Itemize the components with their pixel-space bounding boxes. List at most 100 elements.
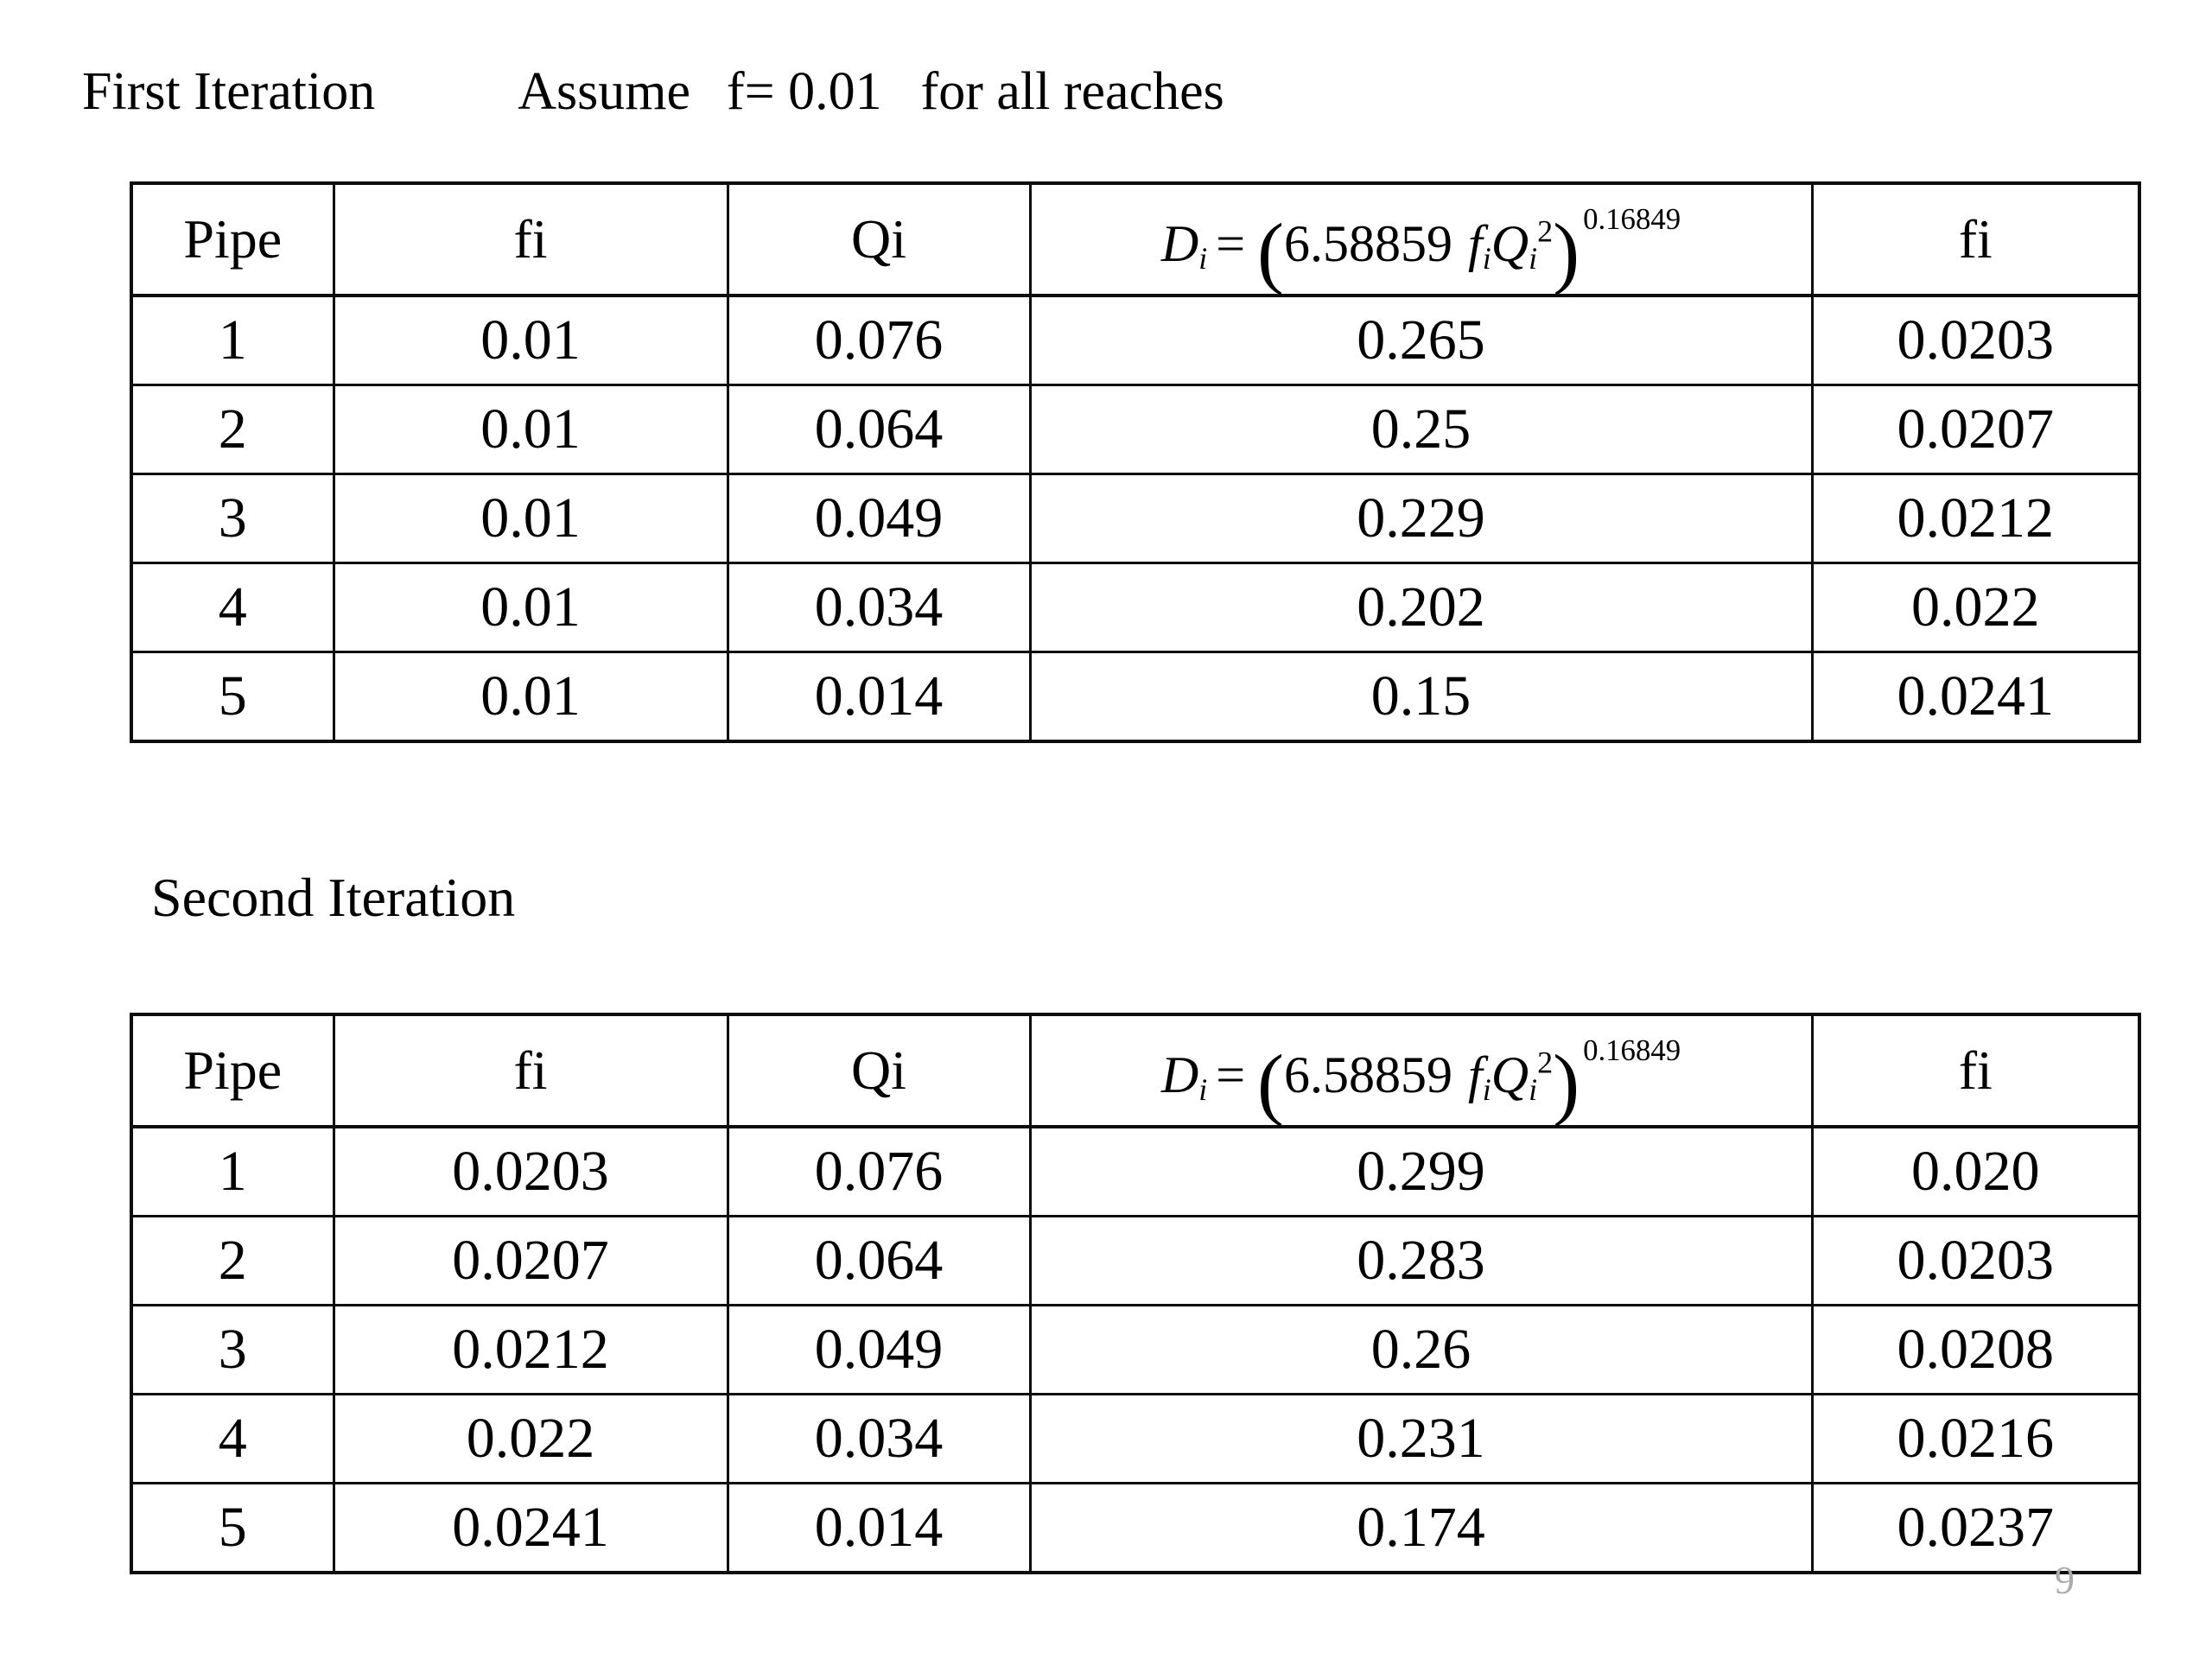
table-cell: 0.231 [1028,1393,1814,1484]
table-body: 1 0.01 0.076 0.265 0.0203 2 0.01 0.064 0.25 0.020… [130,294,2141,743]
table-cell: 0.020 [1810,1125,2141,1217]
table-cell: 5 [130,1482,335,1574]
formula-outer-exponent: 0.16849 [1583,202,1681,237]
table-cell: 0.034 [726,562,1032,653]
table-cell: 0.0203 [1810,294,2141,386]
table-row: 5 0.01 0.014 0.15 0.0241 [130,651,2141,743]
col-header-qi: Qi [726,181,1032,297]
formula-lhs: D [1160,1046,1199,1103]
table-cell: 0.265 [1028,294,1814,386]
formula-equals: = [1216,1046,1246,1103]
assume-label: Assume [518,62,690,121]
table-cell: 5 [130,651,335,743]
formula-q-exponent: 2 [1537,1045,1554,1080]
table-row: 2 0.0207 0.064 0.283 0.0203 [130,1215,2141,1306]
table-row: 1 0.0203 0.076 0.299 0.020 [130,1125,2141,1217]
col-header-formula: Di = (6.58859 fiQi2) 0.16849 [1028,1013,1814,1128]
formula-lhs-sub: i [1198,1071,1208,1107]
table-cell: 0.15 [1028,651,1814,743]
table-cell: 0.0237 [1810,1482,2141,1574]
table-cell: 0.174 [1028,1482,1814,1574]
formula-q: Q [1491,214,1529,272]
formula-lhs: D [1160,214,1199,272]
first-iteration-title: First Iteration [82,62,376,121]
table-row: 4 0.01 0.034 0.202 0.022 [130,562,2141,653]
table-cell: 0.064 [726,1215,1032,1306]
table-cell: 0.014 [726,1482,1032,1574]
formula-f: f [1468,214,1483,272]
table-cell: 0.01 [332,473,729,564]
table-cell: 0.229 [1028,473,1814,564]
table-cell: 0.022 [1810,562,2141,653]
diameter-formula: Di = (6.58859 fiQi2) 0.16849 [1160,202,1681,292]
table-cell: 0.299 [1028,1125,1814,1217]
table-cell: 2 [130,384,335,475]
table-cell: 0.0216 [1810,1393,2141,1484]
table-cell: 0.014 [726,651,1032,743]
formula-f: f [1468,1046,1483,1103]
table-header: Pipe fi Qi Di = (6.58859 fiQi2) 0.16849 fi [130,1013,2141,1128]
table-header-row: Pipe fi Qi Di = (6.58859 fiQi2) 0.16849 fi [130,181,2141,297]
table-cell: 0.01 [332,384,729,475]
table-cell: 3 [130,473,335,564]
col-header-pipe: Pipe [130,1013,335,1128]
formula-open-paren: ( [1257,207,1285,297]
diameter-formula: Di = (6.58859 fiQi2) 0.16849 [1160,1033,1681,1123]
table-cell: 2 [130,1215,335,1306]
table-cell: 0.25 [1028,384,1814,475]
formula-outer-exponent: 0.16849 [1583,1033,1681,1068]
table-cell: 0.0207 [332,1215,729,1306]
formula-f-sub: i [1482,240,1491,276]
table-cell: 0.01 [332,294,729,386]
table-cell: 0.0203 [332,1125,729,1217]
table-cell: 0.049 [726,1304,1032,1395]
table-cell: 0.26 [1028,1304,1814,1395]
table-cell: 4 [130,562,335,653]
table-cell: 0.022 [332,1393,729,1484]
formula-close-paren: ) [1553,1039,1580,1128]
table-cell: 0.0212 [332,1304,729,1395]
table-cell: 0.034 [726,1393,1032,1484]
table-row: 5 0.0241 0.014 0.174 0.0237 [130,1482,2141,1574]
table-cell: 0.0203 [1810,1215,2141,1306]
formula-coefficient: 6.58859 [1284,1046,1453,1103]
col-header-fi: fi [332,1013,729,1128]
table-header: Pipe fi Qi Di = (6.58859 fiQi2) 0.16849 fi [130,181,2141,297]
col-header-pipe: Pipe [130,181,335,297]
formula-q-sub: i [1529,240,1538,276]
col-header-formula: Di = (6.58859 fiQi2) 0.16849 [1028,181,1814,297]
table-row: 1 0.01 0.076 0.265 0.0203 [130,294,2141,386]
table-cell: 0.0207 [1810,384,2141,475]
table-row: 4 0.022 0.034 0.231 0.0216 [130,1393,2141,1484]
formula-equals: = [1216,214,1246,272]
formula-f-sub: i [1482,1071,1491,1107]
table-cell: 0.064 [726,384,1032,475]
table-cell: 4 [130,1393,335,1484]
table-cell: 0.0241 [1810,651,2141,743]
table-cell: 0.076 [726,294,1032,386]
formula-coefficient: 6.58859 [1284,214,1453,272]
col-header-fi-new: fi [1810,181,2141,297]
formula-q: Q [1491,1046,1529,1103]
second-iteration-title: Second Iteration [151,867,516,928]
second-iteration-heading: Second Iteration [151,867,516,928]
first-iteration-table: Pipe fi Qi Di = (6.58859 fiQi2) 0.16849 fi 1… [130,181,2141,743]
table-row: 3 0.0212 0.049 0.26 0.0208 [130,1304,2141,1395]
table-cell: 3 [130,1304,335,1395]
table-cell: 0.0241 [332,1482,729,1574]
table-cell: 0.076 [726,1125,1032,1217]
table-row: 2 0.01 0.064 0.25 0.0207 [130,384,2141,475]
table-row: 3 0.01 0.049 0.229 0.0212 [130,473,2141,564]
formula-lhs-sub: i [1198,240,1208,276]
formula-q-exponent: 2 [1537,213,1554,249]
formula-open-paren: ( [1257,1039,1285,1128]
table-cell: 0.202 [1028,562,1814,653]
formula-close-paren: ) [1553,207,1580,297]
assume-value: f= 0.01 [727,62,882,121]
table-cell: 0.0208 [1810,1304,2141,1395]
second-iteration-table: Pipe fi Qi Di = (6.58859 fiQi2) 0.16849 fi 1… [130,1013,2141,1574]
col-header-qi: Qi [726,1013,1032,1128]
assume-tail: for all reaches [920,62,1224,121]
table-cell: 0.01 [332,562,729,653]
